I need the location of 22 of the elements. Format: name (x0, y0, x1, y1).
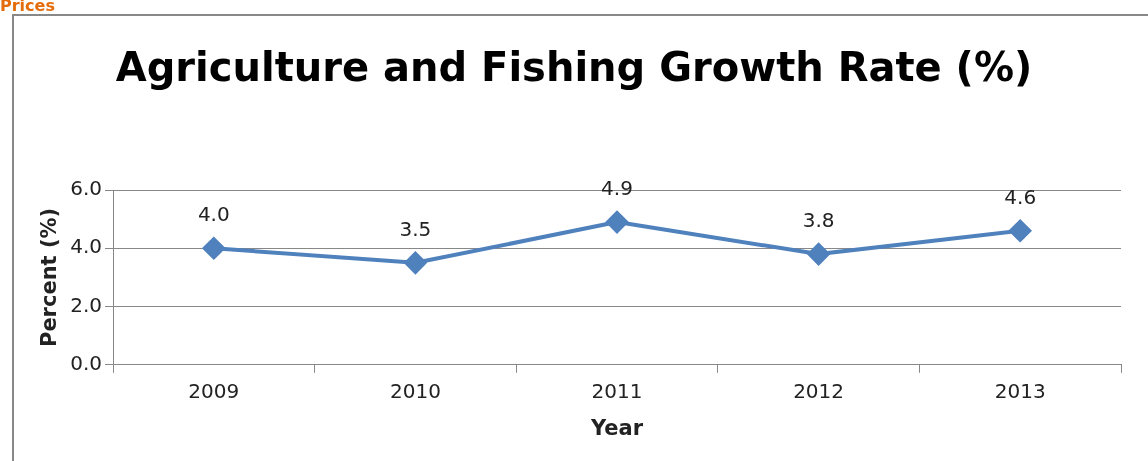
data-label: 4.9 (601, 176, 633, 201)
point (404, 251, 427, 274)
x-tick-label: 2013 (994, 379, 1046, 403)
point (606, 211, 628, 234)
data-label: 4.0 (197, 202, 230, 227)
y-tick-label: 4.0 (70, 234, 103, 259)
x-tick-label: 2010 (389, 379, 441, 403)
y-tick-label: 2.0 (70, 292, 103, 317)
point (202, 237, 225, 260)
x-tick-label: 2012 (793, 379, 845, 403)
x-tick-label: 2011 (591, 379, 643, 403)
data-label: 3.8 (802, 208, 835, 233)
x-axis-title: Year (589, 415, 644, 440)
data-label: 4.6 (1004, 184, 1037, 209)
chart-title: Agriculture and Fishing Growth Rate (%) (114, 44, 1034, 90)
point (807, 243, 830, 266)
y-axis-title: Percent (%) (37, 207, 62, 348)
x-tick-label: 2009 (188, 379, 240, 403)
y-tick-label: 0.0 (70, 351, 103, 375)
data-label: 3.5 (399, 217, 432, 242)
y-tick-label: 6.0 (70, 176, 103, 201)
point (1009, 219, 1032, 242)
